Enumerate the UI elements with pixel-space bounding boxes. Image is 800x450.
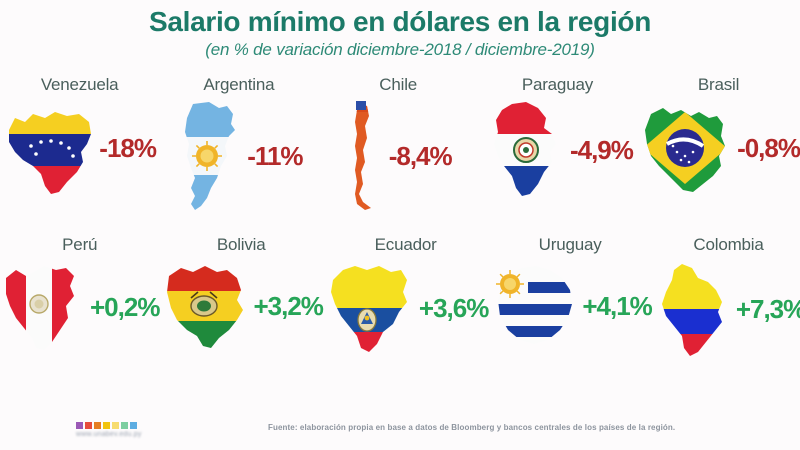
value-bolivia: +3,2% [253, 290, 323, 321]
country-row-2: Perú [0, 234, 800, 379]
country-row-1: Venezuela [0, 74, 800, 224]
country-cell-brasil: Brasil [637, 74, 800, 224]
map-peru [0, 260, 86, 354]
country-cell-chile: Chile [319, 74, 478, 224]
logo-url: www.unabev.edu.py [76, 431, 142, 438]
country-cell-peru: Perú [0, 234, 160, 379]
map-chile [345, 100, 385, 212]
logo-square-7 [130, 422, 137, 429]
country-label-uruguay: Uruguay [538, 235, 602, 255]
header: Salario mínimo en dólares en la región (… [0, 0, 800, 60]
logo-square-5 [112, 422, 119, 429]
value-venezuela: -18% [99, 132, 157, 163]
map-uruguay [488, 260, 578, 352]
country-cell-uruguay: Uruguay [488, 234, 653, 379]
map-colombia [652, 260, 732, 358]
page-subtitle: (en % de variación diciembre-2018 / dici… [205, 40, 595, 60]
country-cell-colombia: Colombia [652, 234, 800, 379]
map-bolivia [159, 260, 249, 352]
country-cell-paraguay: Paraguay [478, 74, 637, 224]
country-cell-argentina: Argentina [159, 74, 318, 224]
country-label-peru: Perú [62, 235, 98, 255]
source-note: Fuente: elaboración propia en base a dat… [268, 423, 676, 432]
logo-square-4 [103, 422, 110, 429]
country-label-brasil: Brasil [697, 75, 740, 95]
value-paraguay: -4,9% [569, 134, 634, 165]
logo-color-squares [76, 422, 142, 429]
country-label-argentina: Argentina [203, 75, 275, 95]
logo-square-1 [76, 422, 83, 429]
value-argentina: -11% [247, 140, 303, 171]
country-label-bolivia: Bolivia [216, 235, 266, 255]
value-uruguay: +4,1% [582, 290, 652, 321]
map-brasil [637, 100, 733, 196]
page-title: Salario mínimo en dólares en la región [148, 6, 652, 37]
value-brasil: -0,8% [737, 132, 800, 163]
country-label-ecuador: Ecuador [374, 235, 437, 255]
country-cell-venezuela: Venezuela [0, 74, 159, 224]
logo-square-6 [121, 422, 128, 429]
value-chile: -8,4% [388, 140, 453, 171]
value-peru: +0,2% [90, 291, 160, 322]
map-ecuador [323, 260, 415, 356]
value-ecuador: +3,6% [418, 292, 489, 323]
value-colombia: +7,3% [735, 293, 800, 324]
map-paraguay [482, 100, 566, 200]
brand-logo: www.unabev.edu.py [76, 422, 142, 438]
map-argentina [175, 100, 243, 212]
logo-square-3 [94, 422, 101, 429]
map-venezuela [3, 100, 95, 196]
country-label-paraguay: Paraguay [521, 75, 594, 95]
country-label-chile: Chile [379, 75, 418, 95]
logo-square-2 [85, 422, 92, 429]
country-cell-ecuador: Ecuador [323, 234, 489, 379]
country-label-colombia: Colombia [693, 235, 764, 255]
footer: www.unabev.edu.py Fuente: elaboración pr… [0, 402, 800, 444]
country-label-venezuela: Venezuela [40, 75, 119, 95]
country-cell-bolivia: Bolivia [159, 234, 324, 379]
